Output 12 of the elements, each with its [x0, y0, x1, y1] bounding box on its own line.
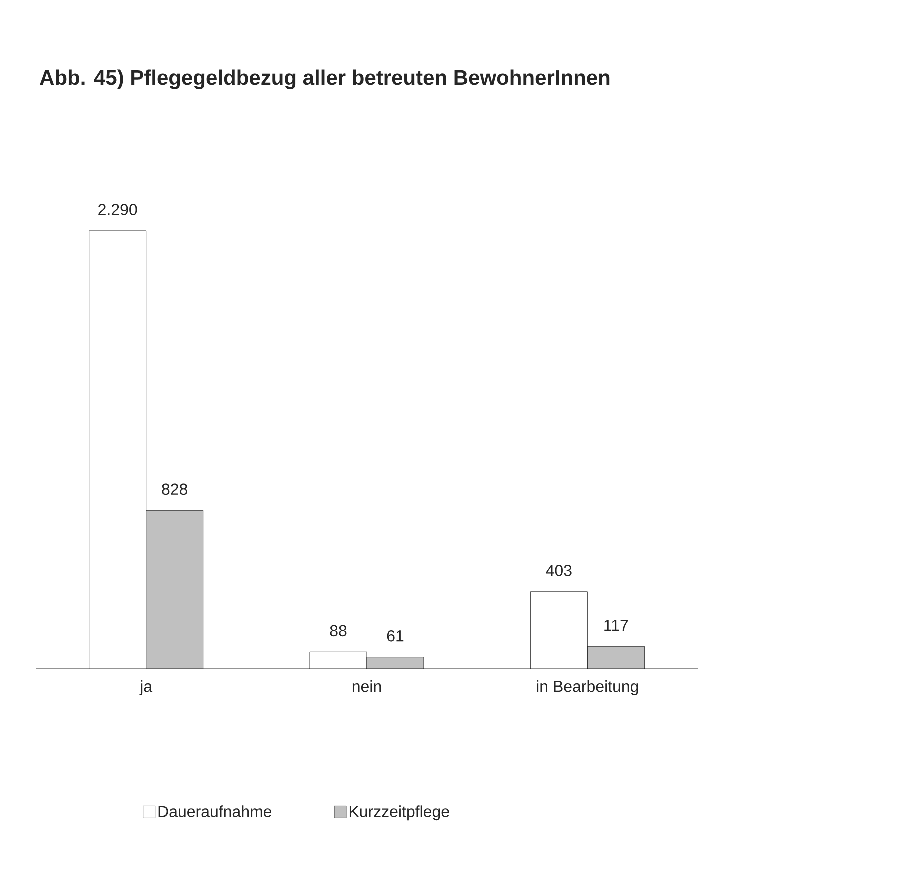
x-tick-label: in Bearbeitung: [537, 680, 638, 696]
x-tick-label: ja: [140, 680, 153, 696]
legend-label: Kurzzeitpflege: [350, 806, 450, 821]
data-label: 403: [546, 565, 572, 576]
data-label: 61: [387, 630, 404, 642]
chart-title: Abb. 45) Pflegegeldbezug aller betreuten BewohnerInnen: [40, 70, 610, 90]
data-label: 88: [330, 625, 347, 637]
legend-label: Daueraufnahme: [158, 806, 272, 818]
data-label: 117: [604, 620, 628, 632]
data-label: 828: [162, 484, 188, 496]
data-label: 2.290: [98, 204, 138, 216]
x-tick-label: nein: [352, 680, 382, 692]
